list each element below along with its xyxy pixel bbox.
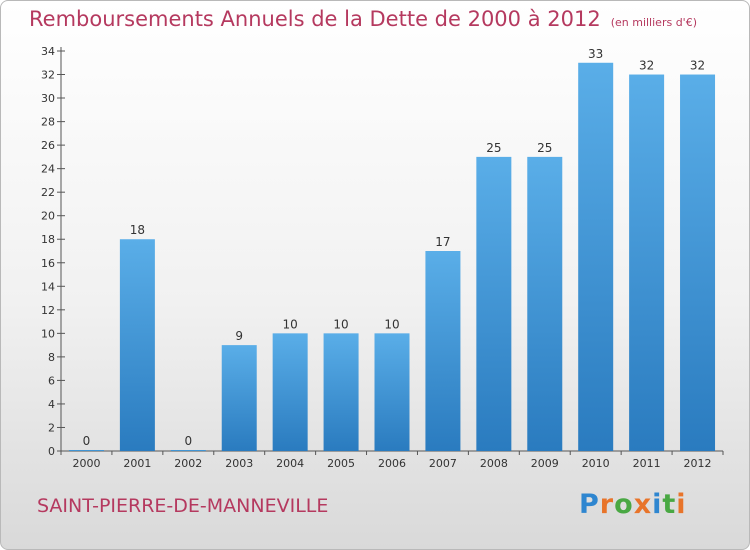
chart-title-text: Remboursements Annuels de la Dette de 20… [29, 7, 601, 31]
x-tick-label: 2012 [684, 457, 712, 470]
bar [476, 156, 512, 451]
y-tick-label: 32 [41, 69, 55, 82]
bar [374, 333, 410, 451]
y-tick-label: 8 [48, 351, 55, 364]
y-tick-label: 14 [41, 280, 55, 293]
y-tick-label: 34 [41, 45, 55, 58]
y-tick-label: 12 [41, 304, 55, 317]
y-tick-label: 4 [48, 398, 55, 411]
data-label: 10 [384, 317, 399, 331]
bar [578, 62, 614, 451]
bar [323, 333, 359, 451]
y-tick-label: 16 [41, 257, 55, 270]
bar [629, 74, 665, 451]
y-tick-label: 20 [41, 210, 55, 223]
data-label: 32 [690, 59, 705, 73]
commune-name: SAINT-PIERRE-DE-MANNEVILLE [37, 495, 329, 517]
data-label: 33 [588, 47, 603, 61]
data-label: 25 [486, 141, 501, 155]
x-tick-label: 2010 [582, 457, 610, 470]
logo-letter: o [614, 489, 634, 520]
y-tick-label: 0 [48, 445, 55, 458]
bar [119, 239, 155, 451]
x-tick-label: 2005 [327, 457, 355, 470]
logo-letter: P [579, 489, 600, 520]
x-tick-label: 2004 [276, 457, 304, 470]
bar [272, 333, 308, 451]
y-tick-label: 22 [41, 186, 55, 199]
y-tick-label: 30 [41, 92, 55, 105]
data-label: 10 [333, 317, 348, 331]
logo-letter: i [676, 489, 687, 520]
x-tick-label: 2007 [429, 457, 457, 470]
data-label: 0 [184, 434, 192, 448]
bar [170, 450, 206, 451]
y-tick-label: 10 [41, 327, 55, 340]
y-tick-label: 26 [41, 139, 55, 152]
logo-letter: x [633, 489, 653, 520]
data-label: 18 [130, 223, 145, 237]
data-label: 10 [283, 317, 298, 331]
data-label: 25 [537, 141, 552, 155]
data-label: 32 [639, 59, 654, 73]
bar [425, 251, 461, 451]
x-tick-label: 2008 [480, 457, 508, 470]
bar [527, 156, 563, 451]
x-tick-label: 2006 [378, 457, 406, 470]
logo-letter: r [599, 489, 615, 520]
x-tick-label: 2009 [531, 457, 559, 470]
y-tick-label: 24 [41, 163, 55, 176]
chart-title: Remboursements Annuels de la Dette de 20… [29, 7, 697, 31]
x-tick-label: 2002 [174, 457, 202, 470]
bar [680, 74, 716, 451]
y-tick-label: 28 [41, 116, 55, 129]
x-tick-label: 2003 [225, 457, 253, 470]
x-tick-label: 2000 [72, 457, 100, 470]
y-tick-label: 18 [41, 233, 55, 246]
logo-letter: t [662, 489, 677, 520]
unit-label: (en milliers d'€) [610, 16, 697, 29]
logo-letter: i [652, 489, 663, 520]
x-tick-label: 2001 [123, 457, 151, 470]
data-label: 9 [235, 329, 243, 343]
y-tick-label: 2 [48, 421, 55, 434]
proxiti-logo: Proxiti [579, 489, 687, 520]
data-label: 0 [83, 434, 91, 448]
bar [68, 450, 104, 451]
x-tick-label: 2011 [633, 457, 661, 470]
y-tick-label: 6 [48, 374, 55, 387]
bar [221, 345, 257, 451]
data-label: 17 [435, 235, 450, 249]
